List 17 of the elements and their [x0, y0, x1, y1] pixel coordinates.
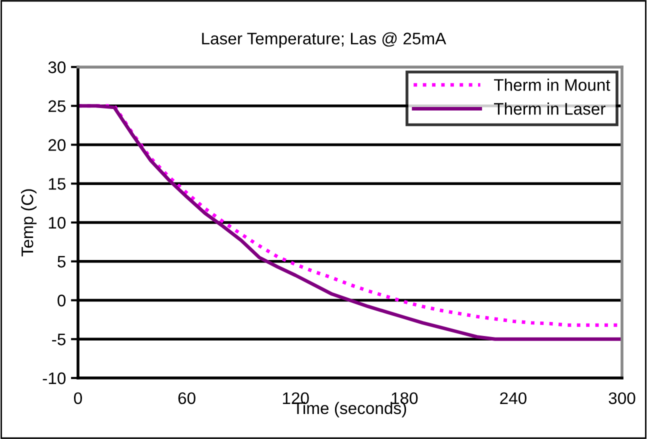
legend-label: Therm in Mount	[494, 78, 610, 91]
y-tick-label: 5	[58, 256, 66, 268]
y-tick-label: 10	[48, 216, 66, 229]
x-tick-label: 300	[608, 392, 636, 404]
x-tick-label: 60	[178, 392, 196, 404]
chart-title: Laser Temperature; Las @ 25mA	[202, 32, 446, 48]
x-tick-label: 240	[500, 392, 526, 404]
y-tick-label: 0	[58, 294, 66, 306]
y-tick-label: 20	[48, 139, 66, 151]
y-tick-label: 15	[48, 178, 66, 190]
y-tick-label: 25	[48, 100, 66, 112]
y-tick-label: -5	[52, 334, 66, 346]
y-tick-label: 30	[48, 61, 66, 74]
legend-label: Therm in Laser	[494, 102, 606, 115]
y-tick-label: -10	[42, 372, 66, 384]
y-axis-title: Temp (C)	[21, 189, 37, 256]
x-tick-label: 0	[74, 392, 82, 404]
